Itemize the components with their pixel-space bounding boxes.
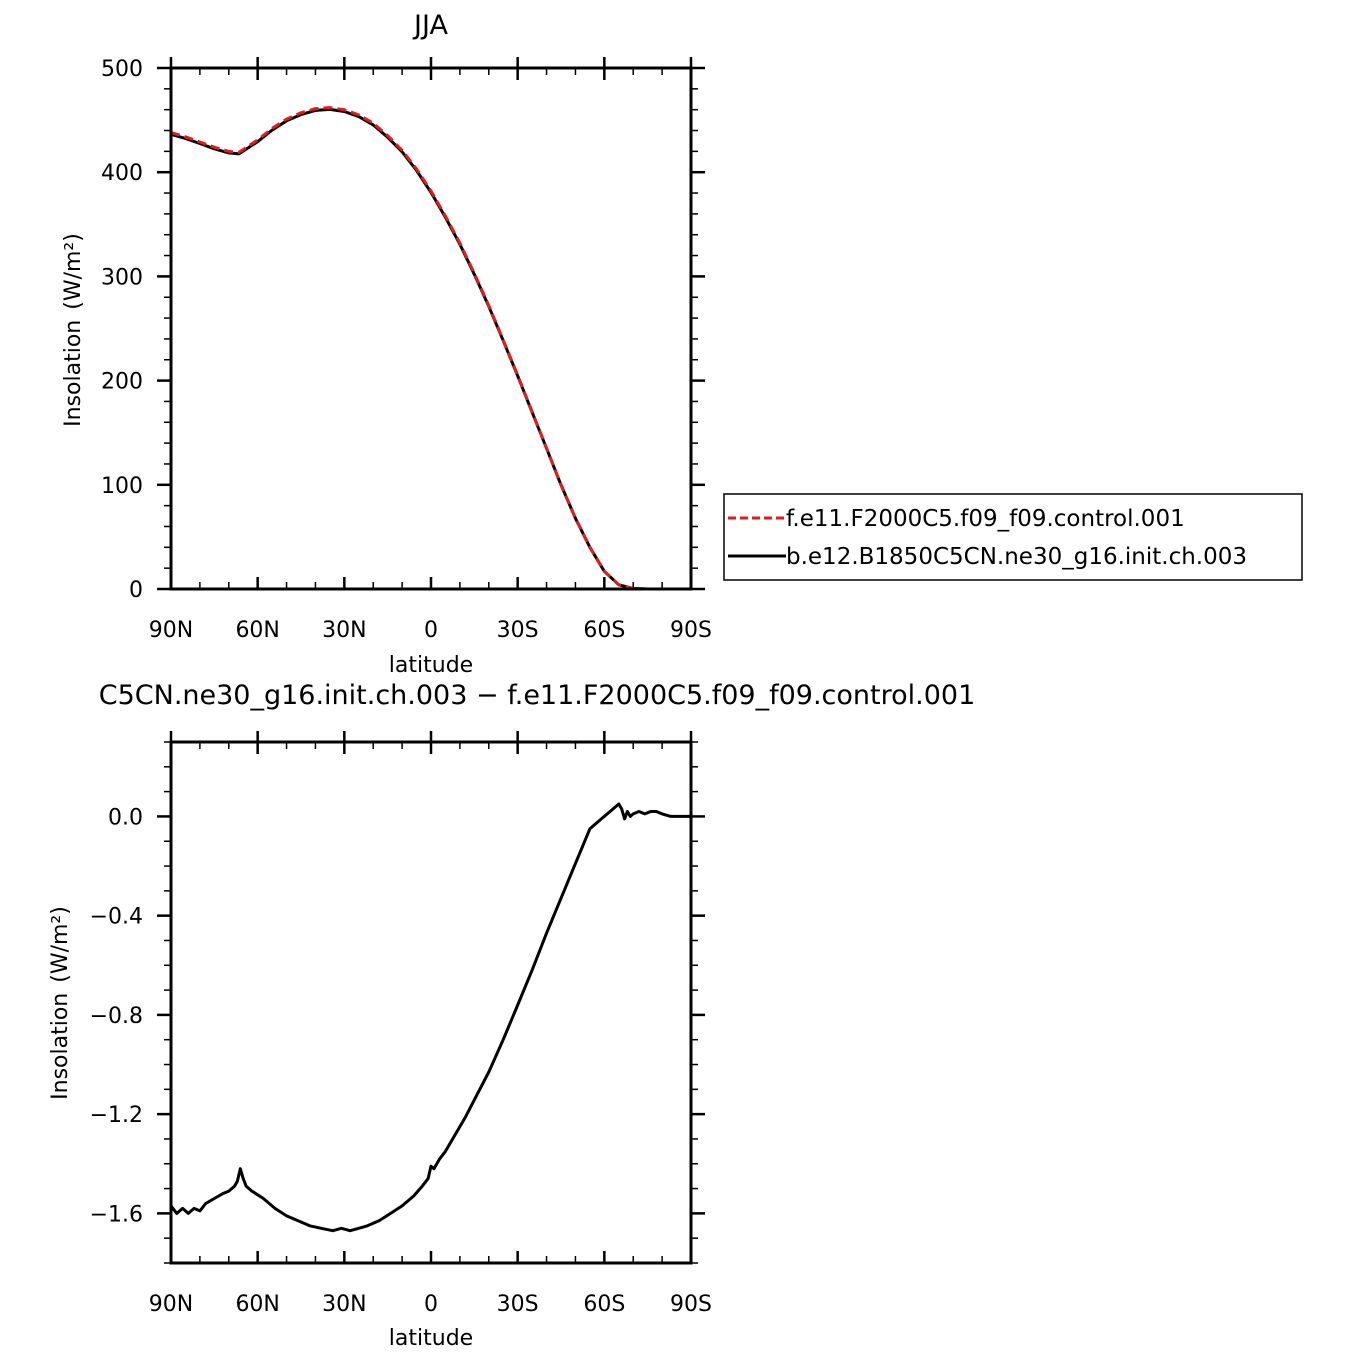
top-ticks: 90N 60N 30N 0 30S 60S 90S 0 100 200 300 400 500 <box>101 57 712 643</box>
x-tick-label: 60N <box>235 1292 279 1317</box>
bottom-chart-title: C5CN.ne30_g16.init.ch.003 − f.e11.F2000C… <box>99 680 976 711</box>
y-tick-label: −0.8 <box>90 1004 143 1029</box>
series-line-0-0 <box>170 106 691 591</box>
x-tick-label: 30S <box>497 1292 539 1317</box>
x-tick-label: 0 <box>424 1292 438 1317</box>
y-tick-label: 300 <box>101 265 143 290</box>
x-tick-label: 60S <box>583 1292 625 1317</box>
top-x-axis-label: latitude <box>389 653 473 678</box>
x-tick-label: 60N <box>235 618 279 643</box>
legend-label-init: b.e12.B1850C5CN.ne30_g16.init.ch.003 <box>786 544 1247 570</box>
x-tick-label: 30S <box>497 618 539 643</box>
bottom-ticks: 90N 60N 30N 0 30S 60S 90S −1.6 −1.2 −0.8 −0.4 0.0 <box>90 731 712 1317</box>
series-line-0-1 <box>170 107 691 591</box>
legend: f.e11.F2000C5.f09_f09.control.001 b.e12.… <box>723 493 1303 581</box>
y-tick-label: −1.6 <box>90 1202 143 1227</box>
top-y-axis-label-units: (W/m²) <box>61 233 86 310</box>
x-tick-label: 90N <box>149 618 193 643</box>
bottom-curves <box>169 802 691 1233</box>
y-tick-label: 400 <box>101 161 143 186</box>
bottom-y-axis-label-text: Insolation <box>48 993 73 1100</box>
top-panel: JJA 90N 60N 30N 0 30S 60S 90S0100200300400500 … <box>61 10 1303 678</box>
x-tick-label: 30N <box>322 618 366 643</box>
x-tick-label: 0 <box>424 618 438 643</box>
x-tick-label: 90S <box>670 1292 712 1317</box>
x-tick-label: 90N <box>149 1292 193 1317</box>
legend-label-control: f.e11.F2000C5.f09_f09.control.001 <box>786 506 1185 532</box>
bottom-plot-frame <box>169 740 693 1265</box>
bottom-x-axis-label: latitude <box>389 1326 473 1351</box>
x-tick-label: 60S <box>583 618 625 643</box>
bottom-y-axis-label-units: (W/m²) <box>48 906 73 983</box>
top-plot-frame <box>169 66 693 591</box>
y-tick-label: 200 <box>101 370 143 395</box>
y-tick-label: 0.0 <box>108 805 143 830</box>
y-tick-label: 500 <box>101 57 143 82</box>
top-chart-title: JJA <box>412 10 448 41</box>
legend-box <box>723 493 1303 581</box>
y-tick-label: −0.4 <box>90 905 143 930</box>
top-curves <box>170 106 691 591</box>
y-tick-label: −1.2 <box>90 1103 143 1128</box>
x-tick-label: 90S <box>670 618 712 643</box>
x-tick-label: 30N <box>322 1292 366 1317</box>
bottom-y-axis-label: Insolation (W/m²) <box>48 906 73 1100</box>
y-tick-label: 0 <box>129 578 143 603</box>
bottom-panel: C5CN.ne30_g16.init.ch.003 − f.e11.F2000C… <box>48 680 975 1351</box>
top-y-axis-label-text: Insolation <box>61 320 86 427</box>
top-y-axis-label: Insolation (W/m²) <box>61 233 86 427</box>
y-tick-label: 100 <box>101 474 143 499</box>
series-line-1-0 <box>169 802 691 1233</box>
